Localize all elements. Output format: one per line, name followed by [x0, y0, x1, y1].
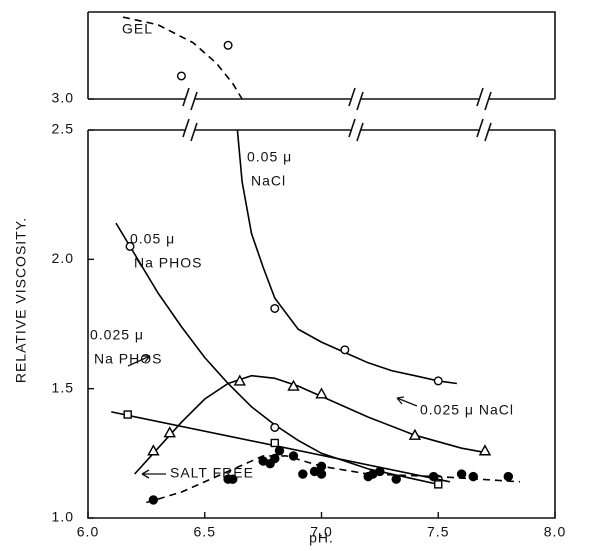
data-point [223, 40, 233, 50]
data-point [298, 469, 308, 479]
data-point [391, 474, 401, 484]
fit-curve [236, 129, 458, 385]
annotation: Na PHOS [134, 255, 202, 271]
annotation-arrow [127, 355, 151, 367]
data-point [433, 376, 443, 386]
y-tick-label: 3.0 [52, 90, 74, 106]
main-panel-border [87, 130, 556, 519]
fit-curve [122, 16, 243, 100]
data-point [503, 471, 513, 482]
data-point [478, 444, 492, 456]
annotation-arrow [141, 469, 166, 479]
annotation: 0.025 μ [90, 327, 144, 343]
data-point [270, 422, 280, 432]
y-tick-label: 2.0 [52, 250, 74, 266]
data-point [274, 446, 285, 456]
annotation: GEL [122, 21, 153, 37]
data-point [288, 451, 299, 461]
break-mark [182, 118, 492, 142]
data-point [123, 410, 132, 419]
y-tick-label: 1.5 [52, 379, 74, 395]
data-point [428, 471, 439, 482]
data-point [434, 480, 443, 489]
data-point [468, 471, 478, 482]
x-axis-label: pH. [309, 530, 334, 546]
x-tick-label: 7.5 [427, 524, 449, 540]
data-point [233, 374, 246, 386]
plot-area [88, 130, 555, 518]
y-tick-label: 2.5 [52, 121, 74, 137]
fit-curve [146, 455, 521, 504]
annotation: Na PHOS [94, 351, 162, 367]
data-point [287, 379, 300, 391]
data-point [163, 426, 176, 438]
fit-curve [115, 222, 439, 486]
y-tick-label: 1.0 [52, 509, 74, 525]
data-point [147, 444, 160, 456]
data-point [125, 241, 135, 251]
y-axis-label: RELATIVE VISCOSITY. [13, 217, 29, 383]
fit-curve [134, 374, 490, 475]
annotation: 0.05 μ [130, 231, 175, 247]
annotation: NaCl [251, 173, 286, 189]
data-point [408, 428, 422, 440]
data-point [456, 469, 467, 479]
data-point [270, 438, 279, 448]
data-point [148, 495, 159, 505]
x-tick-label: 8.0 [544, 524, 566, 540]
top-panel-border [88, 11, 556, 99]
data-point [228, 474, 238, 484]
data-point [315, 387, 328, 399]
data-point [270, 453, 280, 464]
data-point [176, 71, 186, 81]
annotation: SALT FREE [170, 465, 254, 481]
data-point [340, 345, 350, 355]
data-point [270, 303, 280, 313]
annotation-arrow [396, 396, 418, 407]
data-point [375, 466, 385, 477]
data-point [316, 461, 327, 471]
annotation: 0.025 μ NaCl [420, 402, 514, 418]
data-point [316, 469, 327, 479]
x-tick-label: 6.5 [194, 524, 216, 540]
x-tick-label: 7.0 [310, 524, 332, 540]
x-tick-label: 6.0 [77, 524, 99, 540]
annotation: 0.05 μ [247, 149, 292, 165]
break-mark [182, 87, 492, 111]
